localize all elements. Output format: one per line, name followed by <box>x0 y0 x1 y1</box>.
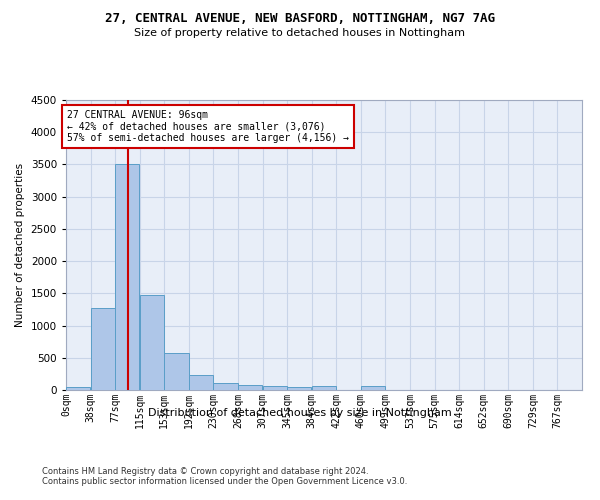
Y-axis label: Number of detached properties: Number of detached properties <box>15 163 25 327</box>
Text: 27, CENTRAL AVENUE, NEW BASFORD, NOTTINGHAM, NG7 7AG: 27, CENTRAL AVENUE, NEW BASFORD, NOTTING… <box>105 12 495 26</box>
Bar <box>238 385 262 390</box>
Bar <box>115 164 139 390</box>
Bar <box>66 388 91 390</box>
Bar <box>164 352 188 390</box>
Bar <box>140 294 164 390</box>
Bar <box>263 386 287 390</box>
Text: Size of property relative to detached houses in Nottingham: Size of property relative to detached ho… <box>134 28 466 38</box>
Bar <box>91 308 115 390</box>
Text: 27 CENTRAL AVENUE: 96sqm
← 42% of detached houses are smaller (3,076)
57% of sem: 27 CENTRAL AVENUE: 96sqm ← 42% of detach… <box>67 110 349 143</box>
Bar <box>361 386 385 390</box>
Text: Distribution of detached houses by size in Nottingham: Distribution of detached houses by size … <box>148 408 452 418</box>
Bar <box>287 388 311 390</box>
Bar <box>189 374 213 390</box>
Text: Contains public sector information licensed under the Open Government Licence v3: Contains public sector information licen… <box>42 478 407 486</box>
Bar <box>214 382 238 390</box>
Text: Contains HM Land Registry data © Crown copyright and database right 2024.: Contains HM Land Registry data © Crown c… <box>42 468 368 476</box>
Bar <box>312 386 336 390</box>
